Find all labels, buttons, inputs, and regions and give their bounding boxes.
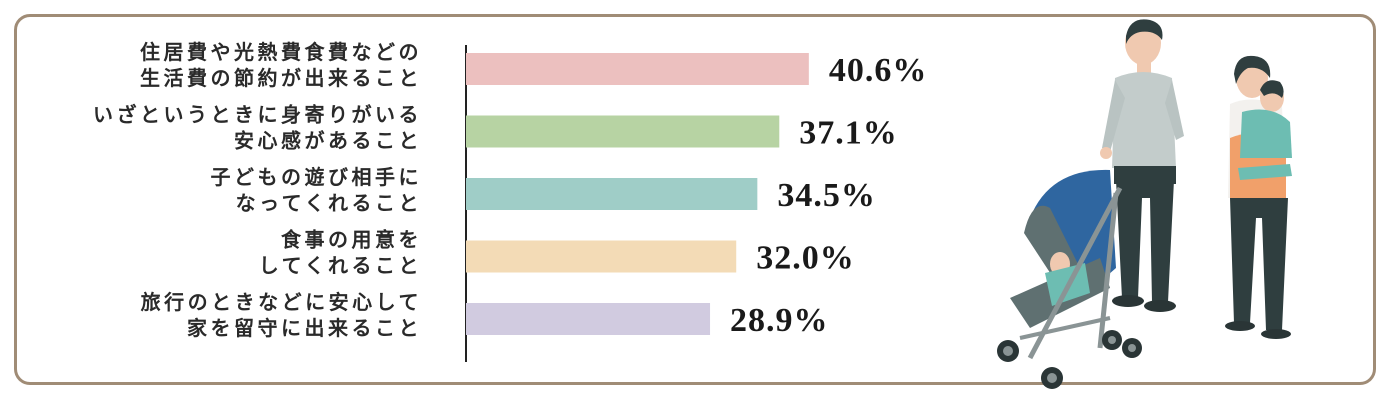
value-label-5: 28.9% <box>730 302 829 339</box>
category-label-2-line-1: いざというときに身寄りがいる <box>93 103 422 127</box>
mother-figure <box>1225 55 1292 339</box>
value-label-2: 37.1% <box>799 115 898 152</box>
category-label-4-line-1: 食事の用意を <box>281 228 422 252</box>
category-label-1-line-1: 住居費や光熱費食費などの <box>140 40 422 64</box>
value-label-3: 34.5% <box>777 177 876 214</box>
category-label-4-line-2: してくれること <box>259 254 422 278</box>
bar-2 <box>466 115 780 148</box>
category-label-3-line-1: 子どもの遊び相手に <box>211 165 423 189</box>
father-figure <box>1100 19 1184 312</box>
bar-1 <box>466 53 809 85</box>
category-label-5-line-1: 旅行のときなどに安心して <box>141 290 422 314</box>
category-label-2-line-2: 安心感があること <box>234 129 422 153</box>
value-label-1: 40.6% <box>829 52 928 89</box>
category-label-3-line-2: なってくれること <box>236 191 422 215</box>
category-label-1-line-2: 生活費の節約が出来ること <box>140 66 422 90</box>
category-label-5-line-2: 家を留守に出来ること <box>187 316 422 340</box>
bar-4 <box>466 240 737 273</box>
stroller <box>997 169 1142 389</box>
bar-5 <box>466 303 711 335</box>
value-label-4: 32.0% <box>756 240 855 277</box>
bar-3 <box>466 178 758 210</box>
family-with-stroller-illustration <box>997 19 1292 389</box>
